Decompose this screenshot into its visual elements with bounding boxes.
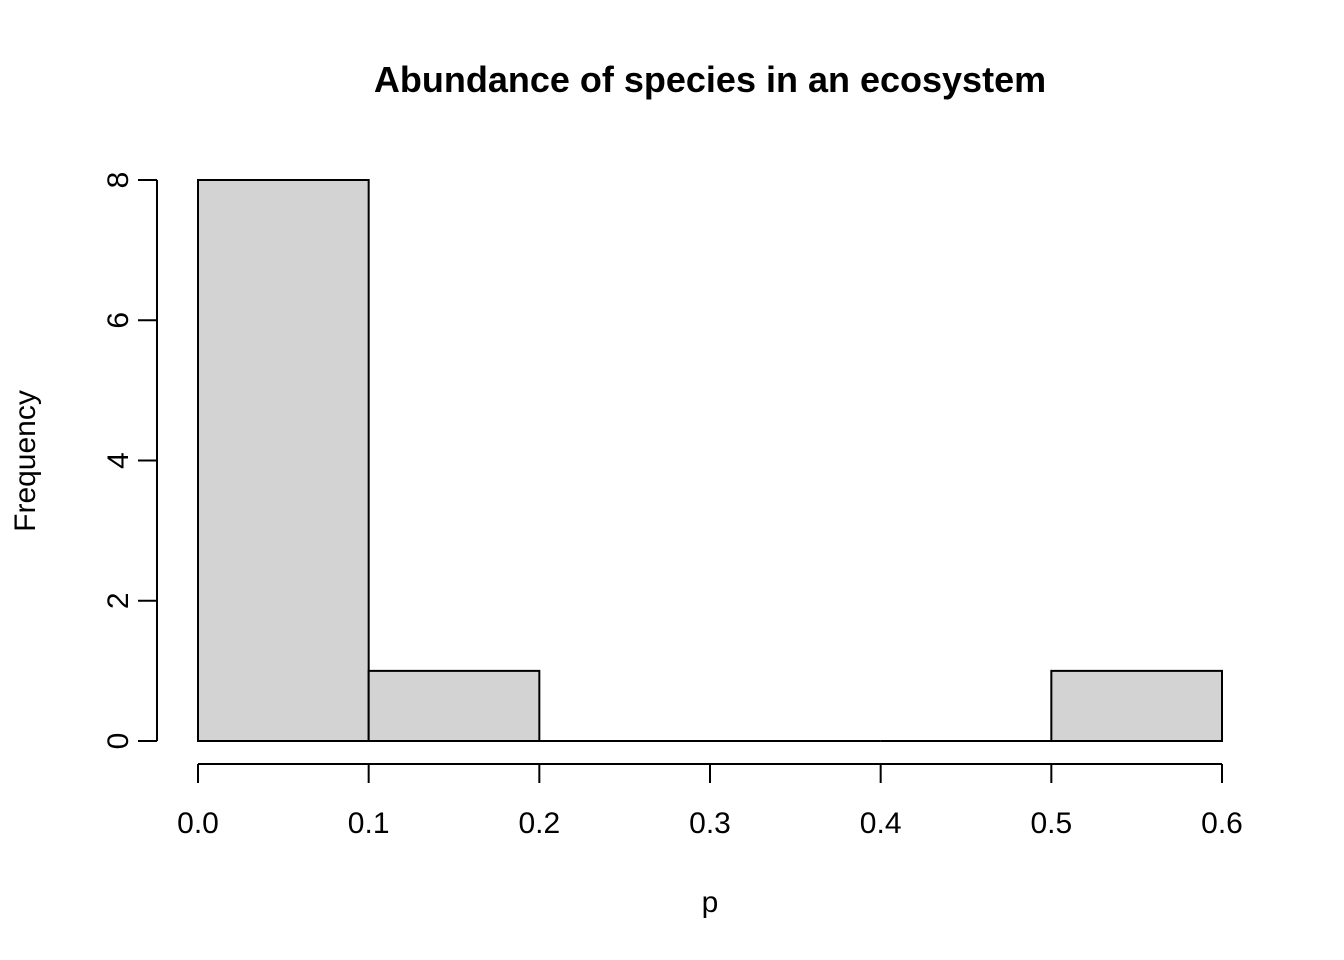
histogram-bar-1 bbox=[367, 669, 541, 742]
chart-title: Abundance of species in an ecosystem bbox=[374, 59, 1046, 100]
bars-group bbox=[197, 179, 1224, 742]
histogram-bar-0 bbox=[197, 179, 370, 742]
x-axis-label: p bbox=[702, 886, 719, 919]
x-tick-label-2: 0.2 bbox=[518, 807, 560, 840]
y-tick-label-4: 8 bbox=[102, 172, 135, 189]
x-tick-label-1: 0.1 bbox=[348, 807, 390, 840]
x-tick-label-5: 0.5 bbox=[1030, 807, 1072, 840]
x-axis: 0.0 0.1 0.2 0.3 0.4 0.5 0.6 bbox=[177, 763, 1243, 840]
y-tick-label-3: 6 bbox=[102, 312, 135, 329]
y-axis: 0 2 4 6 8 bbox=[102, 172, 158, 750]
x-tick-label-4: 0.4 bbox=[860, 807, 902, 840]
histogram-bar-5 bbox=[1050, 669, 1224, 742]
y-axis-label: Frequency bbox=[9, 390, 42, 532]
x-tick-label-0: 0.0 bbox=[177, 807, 219, 840]
y-tick-label-2: 4 bbox=[102, 452, 135, 469]
x-tick-label-3: 0.3 bbox=[689, 807, 731, 840]
x-tick-label-6: 0.6 bbox=[1201, 807, 1243, 840]
y-tick-label-0: 0 bbox=[102, 733, 135, 750]
y-tick-label-1: 2 bbox=[102, 592, 135, 609]
